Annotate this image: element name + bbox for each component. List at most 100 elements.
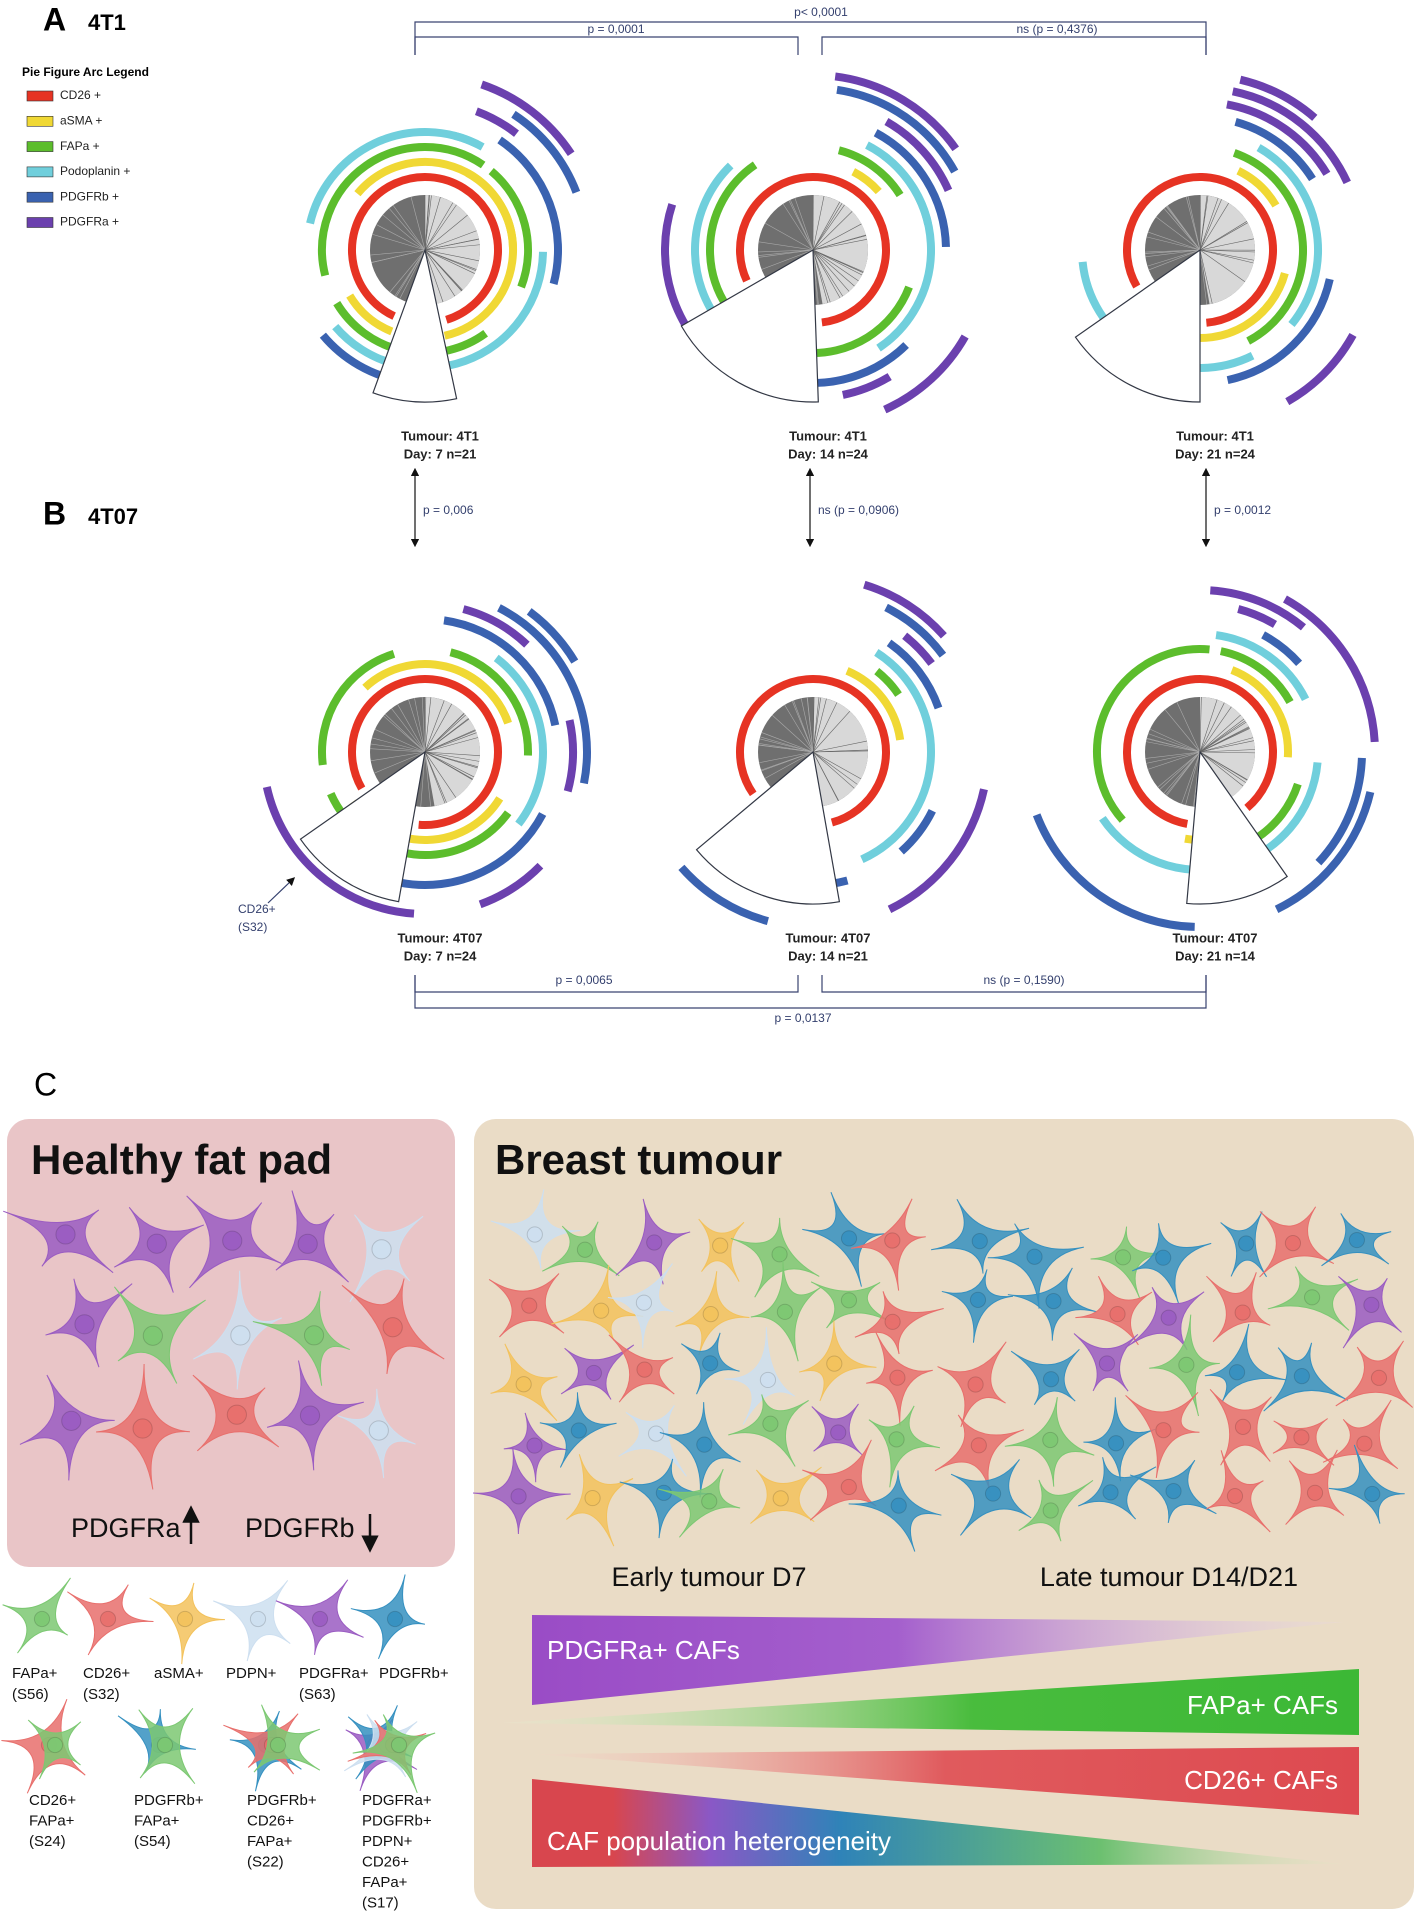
ring-arc: [262, 786, 415, 918]
bracket: [821, 36, 1207, 55]
ring-arc: [1256, 144, 1322, 328]
pie-slice-line: [1199, 749, 1255, 753]
pie-slice-line: [371, 737, 426, 753]
pie-slice-line: [424, 714, 466, 753]
pie-slice-line: [424, 244, 480, 251]
pie-slice-line: [761, 249, 814, 270]
ring-arc: [884, 603, 947, 658]
trend-wedge: [532, 1779, 1344, 1867]
legend-label: aSMA +: [60, 113, 102, 127]
cell-nucleus: [1026, 1248, 1043, 1265]
cell-nucleus: [646, 1234, 663, 1251]
pie-slice-line: [384, 713, 426, 753]
ring-arc: [497, 136, 562, 285]
ring-arc: [898, 808, 936, 855]
pie-slice-line: [424, 249, 479, 262]
ring-arc: [478, 862, 544, 909]
pie-slice-line: [1199, 751, 1246, 783]
cell-nucleus: [1370, 1369, 1388, 1386]
pie-slice-line: [1199, 249, 1255, 261]
pie-slice-line: [1199, 194, 1201, 251]
cell: [1328, 1444, 1405, 1524]
sunburst: [306, 80, 581, 403]
cell-nucleus: [830, 1424, 847, 1441]
cell-nucleus: [299, 1405, 321, 1426]
ring-arc: [488, 168, 532, 289]
pie-light: [425, 195, 480, 305]
pie-slice-line: [410, 196, 426, 251]
pie-slice-line: [812, 235, 867, 251]
cell-nucleus: [156, 1736, 174, 1754]
pie-slice-line: [421, 697, 426, 753]
ring-arc: [1236, 167, 1280, 208]
trend-wedge: [501, 1669, 1359, 1735]
ring-arc: [399, 812, 547, 889]
ring-arc: [497, 604, 591, 785]
pie-slice-line: [758, 751, 814, 764]
pie-slice-line: [812, 751, 839, 801]
pie-slice-line: [1199, 249, 1213, 304]
ring-arc: [863, 580, 947, 639]
cell-nucleus: [510, 1488, 527, 1505]
cell: [252, 1291, 351, 1386]
cell-nucleus: [311, 1610, 329, 1628]
cell-nucleus: [1178, 1356, 1195, 1373]
ring-arc: [348, 675, 502, 829]
ring-arc: [1226, 100, 1331, 176]
ring-arc: [1285, 333, 1357, 406]
box-title: Breast tumour: [495, 1136, 782, 1183]
ring-arc: [318, 649, 396, 766]
pie-slice-line: [812, 696, 814, 753]
cell-label: PDPN+: [226, 1665, 277, 1682]
cell-nucleus: [840, 1230, 858, 1247]
pie-slice-line: [392, 205, 426, 251]
pie-day: Day: 21 n=14: [1175, 948, 1256, 963]
cell-nucleus: [142, 1325, 163, 1346]
ring-arc: [1232, 149, 1307, 345]
ring-arc: [884, 118, 953, 193]
cell-nucleus: [176, 1610, 194, 1628]
pie-slice-line: [764, 222, 814, 251]
pie-slice-line: [1147, 751, 1201, 770]
ring-arc: [1234, 117, 1316, 182]
cell-nucleus: [1107, 1435, 1125, 1452]
cell-label: FAPa+: [362, 1874, 408, 1891]
cell-nucleus: [1348, 1231, 1366, 1249]
legend-label: PDGFRa +: [60, 215, 119, 229]
ring-arc: [1123, 675, 1277, 828]
pie-slice-line: [758, 744, 814, 753]
cell-nucleus: [146, 1233, 167, 1254]
annotation: CD26+: [238, 902, 276, 916]
pie-slice-line: [1187, 196, 1201, 251]
marker-label: PDGFRb: [245, 1513, 355, 1543]
cell-nucleus: [526, 1437, 543, 1454]
cell-nucleus: [1306, 1484, 1324, 1501]
pie-slice-line: [374, 751, 426, 774]
ring-arc: [1215, 631, 1310, 702]
pie-slice-line: [812, 751, 862, 780]
ring-arc: [332, 251, 547, 372]
pie-slice-line: [1163, 208, 1201, 251]
pie-slice-line: [788, 200, 814, 251]
cell-nucleus: [1155, 1249, 1172, 1266]
cell-nucleus: [971, 1233, 988, 1250]
pie-slice-line: [1199, 221, 1248, 251]
cell: [987, 1223, 1084, 1309]
cell-label: PDGFRb+: [247, 1792, 317, 1809]
pie-slice-line: [812, 751, 858, 785]
cell-nucleus: [33, 1610, 51, 1628]
cell-nucleus: [1303, 1289, 1321, 1306]
cell-nucleus: [226, 1404, 247, 1425]
pie-slice-line: [424, 713, 465, 753]
cell-nucleus: [970, 1437, 987, 1454]
pie-day: Day: 7 n=21: [404, 446, 477, 461]
ring-arc: [886, 639, 943, 710]
sunburst: [1074, 75, 1357, 406]
exploded-wedge: [299, 750, 426, 903]
cell-nucleus: [74, 1314, 95, 1335]
pie-slice-line: [812, 249, 855, 287]
cell-nucleus: [1293, 1429, 1310, 1446]
cell-label: PDGFRb+: [379, 1665, 449, 1682]
cell-nucleus: [570, 1422, 587, 1439]
pie-slice-line: [1145, 249, 1201, 253]
